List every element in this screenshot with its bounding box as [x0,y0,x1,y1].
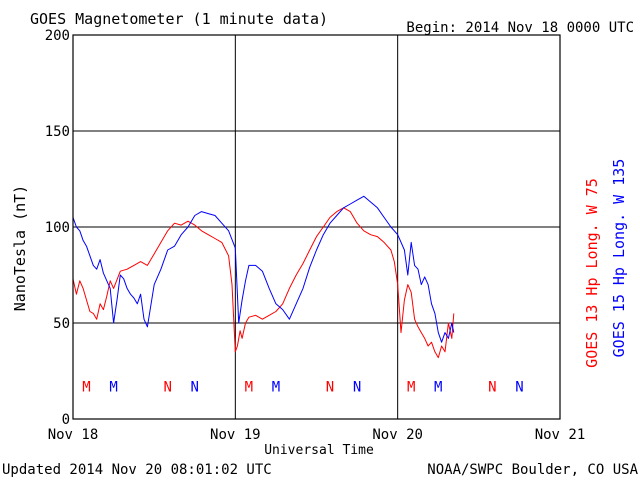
goes15-line [72,195,455,343]
day-marker: M [272,379,280,395]
source-label: NOAA/SWPC Boulder, CO USA [427,462,638,478]
y-tick-labels: 0 50 100 150 200 [45,28,70,428]
x-axis-label: Universal Time [264,443,374,458]
day-marker: N [515,379,523,395]
y-tick-label: 50 [53,316,70,332]
day-marker: N [163,379,171,395]
day-marker: N [353,379,361,395]
plot-frame [72,34,561,420]
y-tick-label: 150 [45,124,70,140]
day-marker: N [488,379,496,395]
day-marker: M [109,379,117,395]
x-tick-label: Nov 21 [535,427,586,443]
x-tick-label: Nov 19 [210,427,261,443]
day-marker: N [326,379,334,395]
legend-goes15: GOES 15 Hp Long. W 135 [610,159,628,358]
day-marker: M [82,379,90,395]
day-marker: N [191,379,199,395]
goes13-line [72,207,455,359]
y-axis-label: NanoTesla (nT) [11,185,29,311]
day-marker: M [434,379,442,395]
updated-label: Updated 2014 Nov 20 08:01:02 UTC [2,462,272,478]
y-tick-label: 200 [45,28,70,44]
begin-label: Begin: 2014 Nov 18 0000 UTC [406,20,634,36]
x-tick-label: Nov 18 [48,427,99,443]
legend-goes13: GOES 13 Hp Long. W 75 [583,178,601,368]
x-tick-labels: Nov 18 Nov 19 Nov 20 Nov 21 [48,427,586,443]
x-tick-label: Nov 20 [372,427,423,443]
y-tick-label: 0 [62,412,70,428]
chart-title: GOES Magnetometer (1 minute data) [30,10,328,28]
day-marker: M [245,379,253,395]
grid [73,35,560,419]
day-marker: M [407,379,415,395]
series-lines [72,195,455,359]
y-tick-label: 100 [45,220,70,236]
